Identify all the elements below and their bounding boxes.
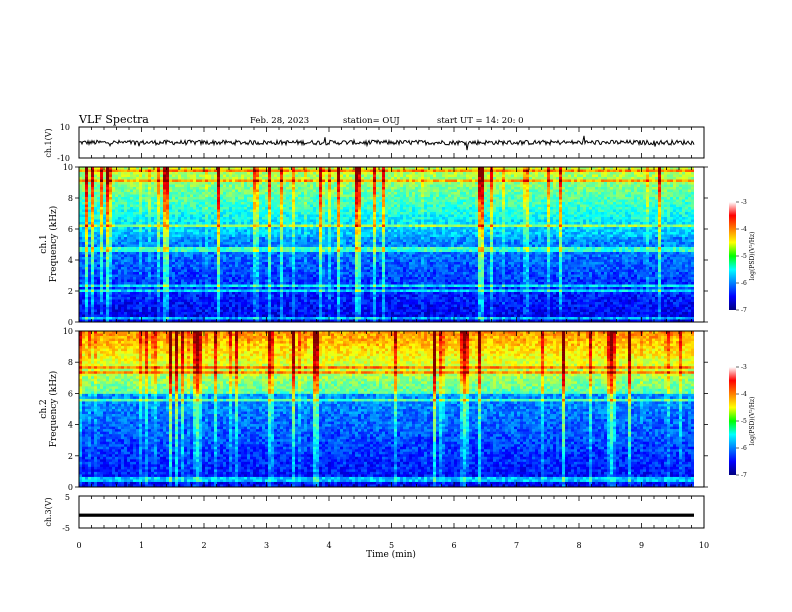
- colorbar-tick-label: -3: [741, 364, 747, 371]
- x-tick-label: 4: [326, 541, 331, 550]
- y-tick-label: 2: [68, 452, 73, 461]
- x-tick-label: 10: [699, 541, 709, 550]
- ch1-waveform-path: [79, 136, 694, 150]
- ch1-spectrogram-image: [79, 167, 704, 322]
- x-tick-label: 9: [639, 541, 644, 550]
- station-label: station= OUJ: [343, 116, 400, 126]
- y-tick-label: 2: [68, 287, 73, 296]
- x-axis-tick-labels: 0 1 2 3 4 5 6 7 8 9 10: [76, 541, 709, 550]
- colorbar-tick-label: -4: [741, 226, 747, 233]
- colorbar-tick-label: -7: [741, 307, 747, 314]
- x-tick-label: 6: [451, 541, 456, 550]
- y-tick-label: 10: [63, 327, 73, 336]
- start-time-label: start UT = 14: 20: 0: [437, 116, 524, 126]
- x-tick-label: 1: [139, 541, 144, 550]
- y-tick-label: 0: [68, 318, 73, 327]
- ch2-spectrogram-panel: 10 8 6 4 2 0 ch.2 Frequency (kHz) -3 -4 -5 -6 -7 …: [39, 327, 756, 492]
- y-tick-label: 8: [68, 194, 73, 203]
- ch1-spectrogram-panel: 10 8 6 4 2 0 ch.1 Frequency (kHz) -3 -4 -5 -6 -7 …: [39, 163, 756, 327]
- ch3-waveform-trace: [79, 514, 694, 517]
- ch1-spec-ylabel-frequency: Frequency (kHz): [48, 206, 59, 283]
- ch3-ytick-bottom: -5: [62, 524, 70, 533]
- figure-title: VLF Spectra: [78, 113, 149, 126]
- ch2-spec-ylabel-channel: ch.2: [39, 399, 49, 418]
- x-tick-label: 8: [576, 541, 581, 550]
- ch1-ylabel: ch.1(V): [44, 128, 53, 157]
- x-tick-label: 7: [514, 541, 519, 550]
- ch3-waveform-panel: 5 -5 ch.3(V): [44, 493, 704, 533]
- y-tick-label: 8: [68, 358, 73, 367]
- colorbar-tick-label: -4: [741, 391, 747, 398]
- x-tick-label: 3: [264, 541, 269, 550]
- date-label: Feb. 28, 2023: [250, 116, 309, 126]
- colorbar-tick-label: -5: [741, 253, 747, 260]
- y-tick-label: 6: [68, 225, 73, 234]
- y-tick-label: 10: [63, 163, 73, 172]
- x-tick-label: 2: [201, 541, 206, 550]
- ch1-ytick-top: 10: [60, 123, 70, 132]
- colorbar-tick-label: -6: [741, 280, 747, 287]
- ch2-spectrogram-image: [79, 331, 704, 487]
- ch3-ytick-top: 5: [65, 493, 70, 502]
- ch2-colorbar-gradient: [729, 367, 736, 475]
- ch1-waveform-trace: [79, 136, 694, 150]
- ch1-waveform-panel: 10 -10 ch.1(V): [44, 123, 704, 163]
- ch2-colorbar-label: log(PSD)(V²/Hz): [749, 397, 756, 446]
- ch1-spec-ylabel-channel: ch.1: [39, 234, 49, 253]
- x-tick-label: 5: [389, 541, 394, 550]
- ch3-ylabel: ch.3(V): [44, 497, 53, 526]
- y-tick-label: 6: [68, 389, 73, 398]
- x-tick-label: 0: [76, 541, 81, 550]
- colorbar-tick-label: -6: [741, 445, 747, 452]
- y-tick-label: 4: [68, 421, 73, 430]
- y-tick-label: 0: [68, 483, 73, 492]
- colorbar-tick-label: -3: [741, 199, 747, 206]
- ch1-colorbar-label: log(PSD)(V²/Hz): [749, 232, 756, 281]
- colorbar-tick-label: -5: [741, 418, 747, 425]
- ch1-ytick-bottom: -10: [57, 154, 70, 163]
- ch1-colorbar: -3 -4 -5 -6 -7 log(PSD)(V²/Hz): [729, 199, 756, 314]
- ch2-colorbar: -3 -4 -5 -6 -7 log(PSD)(V²/Hz): [729, 364, 756, 479]
- ch2-spec-ylabel-frequency: Frequency (kHz): [48, 371, 59, 448]
- x-axis-label: Time (min): [366, 549, 416, 560]
- ch1-colorbar-gradient: [729, 202, 736, 310]
- colorbar-tick-label: -7: [741, 472, 747, 479]
- y-tick-label: 4: [68, 256, 73, 265]
